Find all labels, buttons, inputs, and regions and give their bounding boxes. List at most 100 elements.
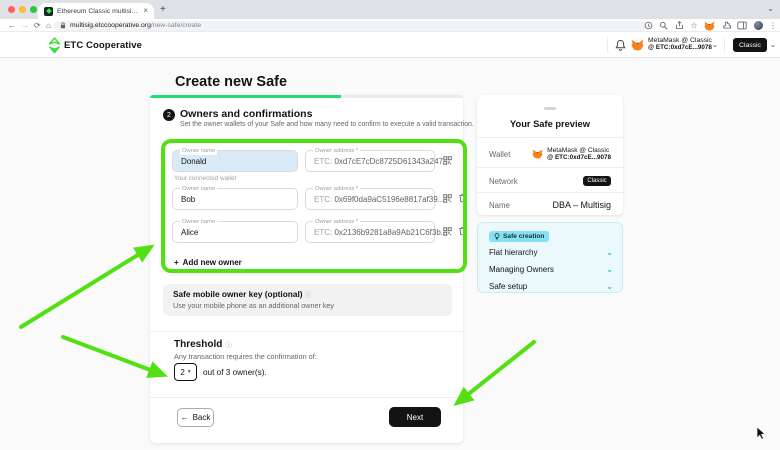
owner-address-input[interactable]: Owner address * ETC: 0x2136b9281a8a9Ab21… [305,218,447,243]
add-new-owner-button[interactable]: + Add new owner [174,258,242,267]
tips-badge-label: Safe creation [503,233,545,240]
footer-divider [150,397,463,398]
scan-qr-icon[interactable] [443,227,452,236]
mac-close-button[interactable] [8,6,15,13]
info-icon: ⓘ [225,342,232,349]
metamask-fox-icon [631,39,644,51]
notifications-bell-icon[interactable] [615,39,626,51]
preview-network-row: Network Classic [489,173,611,189]
scan-qr-icon[interactable] [443,156,452,165]
tips-accordion-item[interactable]: Managing Owners ⌄ [489,265,613,274]
connected-account[interactable]: MetaMask @ Classic @ ETC:0xd7cE...9078 [648,37,712,51]
preview-name-row: Name DBA – Multisig [489,197,611,213]
owner-address-input[interactable]: Owner address * ETC: 0x69f0da9aC5196e881… [305,185,444,210]
metamask-extension-icon[interactable] [704,20,715,31]
owner-address-label: Owner address * [313,185,361,193]
share-icon[interactable] [675,21,684,30]
browser-tab[interactable]: Ethereum Classic multisig – Create × [38,3,154,19]
network-label: Network [489,176,518,186]
send-to-device-icon[interactable] [644,21,653,30]
toolbar-icons: ☆ ⋮ [644,19,777,32]
tip-label: Flat hierarchy [489,248,538,257]
plus-icon: + [174,258,179,267]
owner-name-input[interactable]: Owner name Bob [172,185,298,210]
tip-label: Safe setup [489,282,528,291]
tip-label: Managing Owners [489,265,554,274]
step-subtitle: Set the owner wallets of your Safe and h… [180,121,474,128]
safe-name-value: DBA – Multisig [552,200,611,210]
lock-icon [60,22,66,29]
account-chevron-icon[interactable]: ⌄ [712,42,718,49]
address-prefix: ETC: [314,195,333,204]
mobile-key-title: Safe mobile owner key (optional) ⓘ [173,289,312,299]
tips-accordion-item[interactable]: Safe setup ⌄ [489,282,613,291]
wallet-name: MetaMask @ Classic [547,147,610,154]
threshold-select[interactable]: 2 ▾ [174,363,197,381]
network-selector-pill[interactable]: Classic [733,38,767,52]
address-value: 0x69f0da9aC5196e8817af39... [334,195,445,204]
forward-icon[interactable]: → [21,21,29,30]
tab-search-chevron-icon[interactable]: ⌄ [767,4,774,13]
back-button[interactable]: ← Back [177,408,214,427]
browser-tab-strip: Ethereum Classic multisig – Create × + ⌄ [0,0,780,19]
wallet-address: @ ETC:0xd7cE...9078 [547,154,611,161]
step-title: Owners and confirmations [180,108,313,120]
account-address: @ ETC:0xd7cE...9078 [648,44,712,51]
scan-qr-icon[interactable] [443,194,452,203]
address-value: 0x2136b9281a8a9Ab21C6f3b... [334,228,448,237]
app-header [0,32,780,58]
lightbulb-icon [494,232,500,240]
tab-title: Ethereum Classic multisig – Create [57,7,139,15]
page-background: Create new Safe 2 Owners and confirmatio… [0,58,780,450]
home-icon[interactable]: ⌂ [46,21,51,30]
browser-menu-icon[interactable]: ⋮ [769,21,777,30]
back-label: Back [192,413,211,422]
mobile-owner-key-panel[interactable]: Safe mobile owner key (optional) ⓘ Use y… [163,284,452,316]
owner-name-value: Alice [181,228,199,237]
preview-divider [477,137,623,138]
threshold-value: 2 [180,367,185,377]
drag-handle[interactable] [544,107,556,110]
remove-owner-trash-icon[interactable] [458,226,467,236]
dropdown-arrow-icon: ▾ [187,369,191,375]
etc-cooperative-logo [48,37,61,54]
back-icon[interactable]: ← [8,21,16,30]
owner-address-input[interactable]: Owner address * ETC: 0xd7cE7cDc8725D6134… [305,147,450,172]
tab-close-icon[interactable]: × [143,6,148,15]
threshold-suffix: out of 3 owner(s). [203,368,267,377]
bookmark-star-icon[interactable]: ☆ [690,21,698,30]
mac-minimize-button[interactable] [19,6,26,13]
header-divider [724,37,725,53]
address-bar[interactable]: multisig.etccooperative.org/new-safe/cre… [54,20,646,31]
reload-icon[interactable]: ⟳ [34,21,41,30]
mouse-cursor [756,426,766,440]
network-chevron-icon[interactable]: ⌄ [770,42,776,49]
extensions-puzzle-icon[interactable] [722,21,731,30]
owner-name-value: Donald [181,157,207,166]
tips-accordion-item[interactable]: Flat hierarchy ⌄ [489,248,613,257]
safe-preview-card: Your Safe preview Wallet MetaMask @ Clas… [477,95,623,215]
owner-name-input[interactable]: Owner name Donald [172,147,298,172]
remove-owner-trash-icon[interactable] [458,193,467,203]
owner-address-label: Owner address * [313,147,361,155]
side-panel-icon[interactable] [737,21,747,30]
site-favicon [44,6,53,16]
mobile-key-subtitle: Use your mobile phone as an additional o… [173,301,335,310]
step-number-badge: 2 [163,109,175,121]
brand-name[interactable]: ETC Cooperative [64,40,143,51]
wallet-label: Wallet [489,149,511,159]
chevron-down-icon: ⌄ [606,265,613,274]
account-wallet-name: MetaMask @ Classic [648,37,712,44]
preview-divider [477,192,623,193]
address-value: 0xd7cE7cDc8725D61343a247... [334,157,450,166]
threshold-title: Threshold ⓘ [174,339,232,350]
page-title: Create new Safe [175,74,288,90]
owner-name-input[interactable]: Owner name Alice [172,218,298,243]
profile-avatar[interactable] [753,21,763,30]
new-tab-button[interactable]: + [160,4,166,15]
preview-wallet-row: Wallet MetaMask @ Classic @ ETC:0xd7cE..… [489,144,611,164]
mac-zoom-button[interactable] [30,6,37,13]
next-button[interactable]: Next [389,407,441,427]
owner-name-value: Bob [181,195,196,204]
search-icon[interactable] [659,21,668,30]
